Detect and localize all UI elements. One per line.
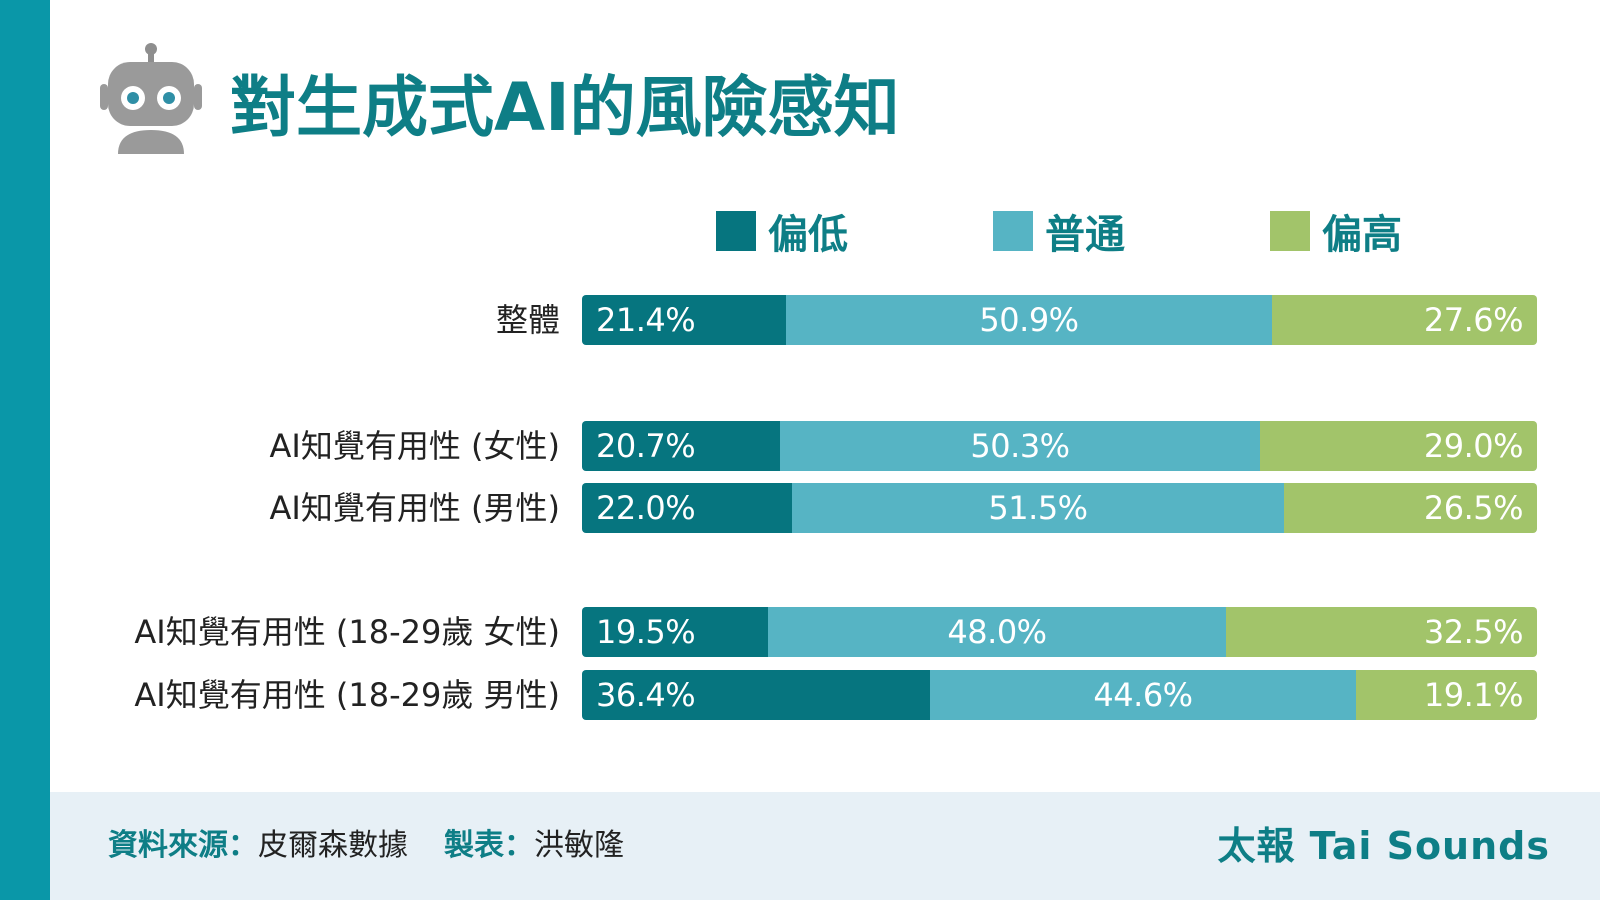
- source-credit: 資料來源：皮爾森數據 製表：洪敏隆: [108, 792, 624, 900]
- page-title: 對生成式AI的風險感知: [230, 69, 900, 146]
- legend-label: 普通: [1045, 212, 1125, 258]
- data-label: 20.7%: [596, 427, 696, 465]
- legend-swatch: [993, 211, 1033, 251]
- left-accent-bar: [0, 0, 50, 900]
- legend-label: 偏高: [1322, 212, 1402, 258]
- bar-segment: [582, 421, 780, 471]
- bar-segment: [582, 607, 768, 657]
- source-key: 資料來源：: [108, 828, 258, 863]
- bar-segment: [582, 295, 786, 345]
- data-label: 27.6%: [1423, 301, 1524, 339]
- bar-segment: [792, 483, 1284, 533]
- bar-segment: [1272, 295, 1537, 345]
- bar-segment: [582, 483, 792, 533]
- data-label: 19.1%: [1423, 676, 1524, 714]
- bar-segment: [786, 295, 1272, 345]
- data-label: 44.6%: [1093, 676, 1193, 714]
- bar-segment: [1284, 483, 1537, 533]
- stacked-bar: 20.7% 50.3% 29.0%: [582, 421, 1537, 471]
- bar-segment: [780, 421, 1260, 471]
- category-label: AI知覺有用性 (女性): [269, 427, 560, 465]
- stacked-bar: 19.5% 48.0% 32.5%: [582, 607, 1537, 657]
- data-label: 32.5%: [1423, 613, 1524, 651]
- bar-segment: [768, 607, 1226, 657]
- legend-item: 偏高: [1270, 210, 1402, 258]
- stacked-bar: 36.4% 44.6% 19.1%: [582, 670, 1537, 720]
- data-label: 50.9%: [979, 301, 1079, 339]
- category-label: 整體: [495, 301, 560, 339]
- maker-key: 製表：: [444, 828, 534, 863]
- category-label: AI知覺有用性 (18-29歲 女性): [134, 613, 560, 651]
- data-label: 26.5%: [1423, 489, 1524, 527]
- source-value: 皮爾森數據: [258, 828, 408, 863]
- legend-swatch: [1270, 211, 1310, 251]
- legend-item: 偏低: [716, 210, 848, 258]
- data-label: 36.4%: [596, 676, 696, 714]
- data-label: 29.0%: [1423, 427, 1524, 465]
- legend-swatch: [716, 211, 756, 251]
- bar-segment: [1260, 421, 1537, 471]
- data-label: 22.0%: [596, 489, 696, 527]
- bar-segment: [582, 670, 930, 720]
- data-label: 51.5%: [988, 489, 1088, 527]
- brand-logo-text: 太報 Tai Sounds: [1217, 824, 1550, 868]
- bar-segment: [930, 670, 1356, 720]
- stacked-bar: 21.4% 50.9% 27.6%: [582, 295, 1537, 345]
- bar-segment: [1226, 607, 1537, 657]
- stacked-bar: 22.0% 51.5% 26.5%: [582, 483, 1537, 533]
- data-label: 50.3%: [970, 427, 1070, 465]
- maker-value: 洪敏隆: [534, 828, 624, 863]
- legend-label: 偏低: [768, 212, 848, 258]
- category-label: AI知覺有用性 (男性): [269, 489, 560, 527]
- category-label: AI知覺有用性 (18-29歲 男性): [134, 676, 560, 714]
- robot-icon: [100, 43, 202, 154]
- data-label: 21.4%: [596, 301, 696, 339]
- bar-segment: [1356, 670, 1537, 720]
- data-label: 19.5%: [596, 613, 696, 651]
- legend-item: 普通: [993, 210, 1125, 258]
- footer: 資料來源：皮爾森數據 製表：洪敏隆 太報 Tai Sounds: [50, 792, 1600, 900]
- data-label: 48.0%: [947, 613, 1047, 651]
